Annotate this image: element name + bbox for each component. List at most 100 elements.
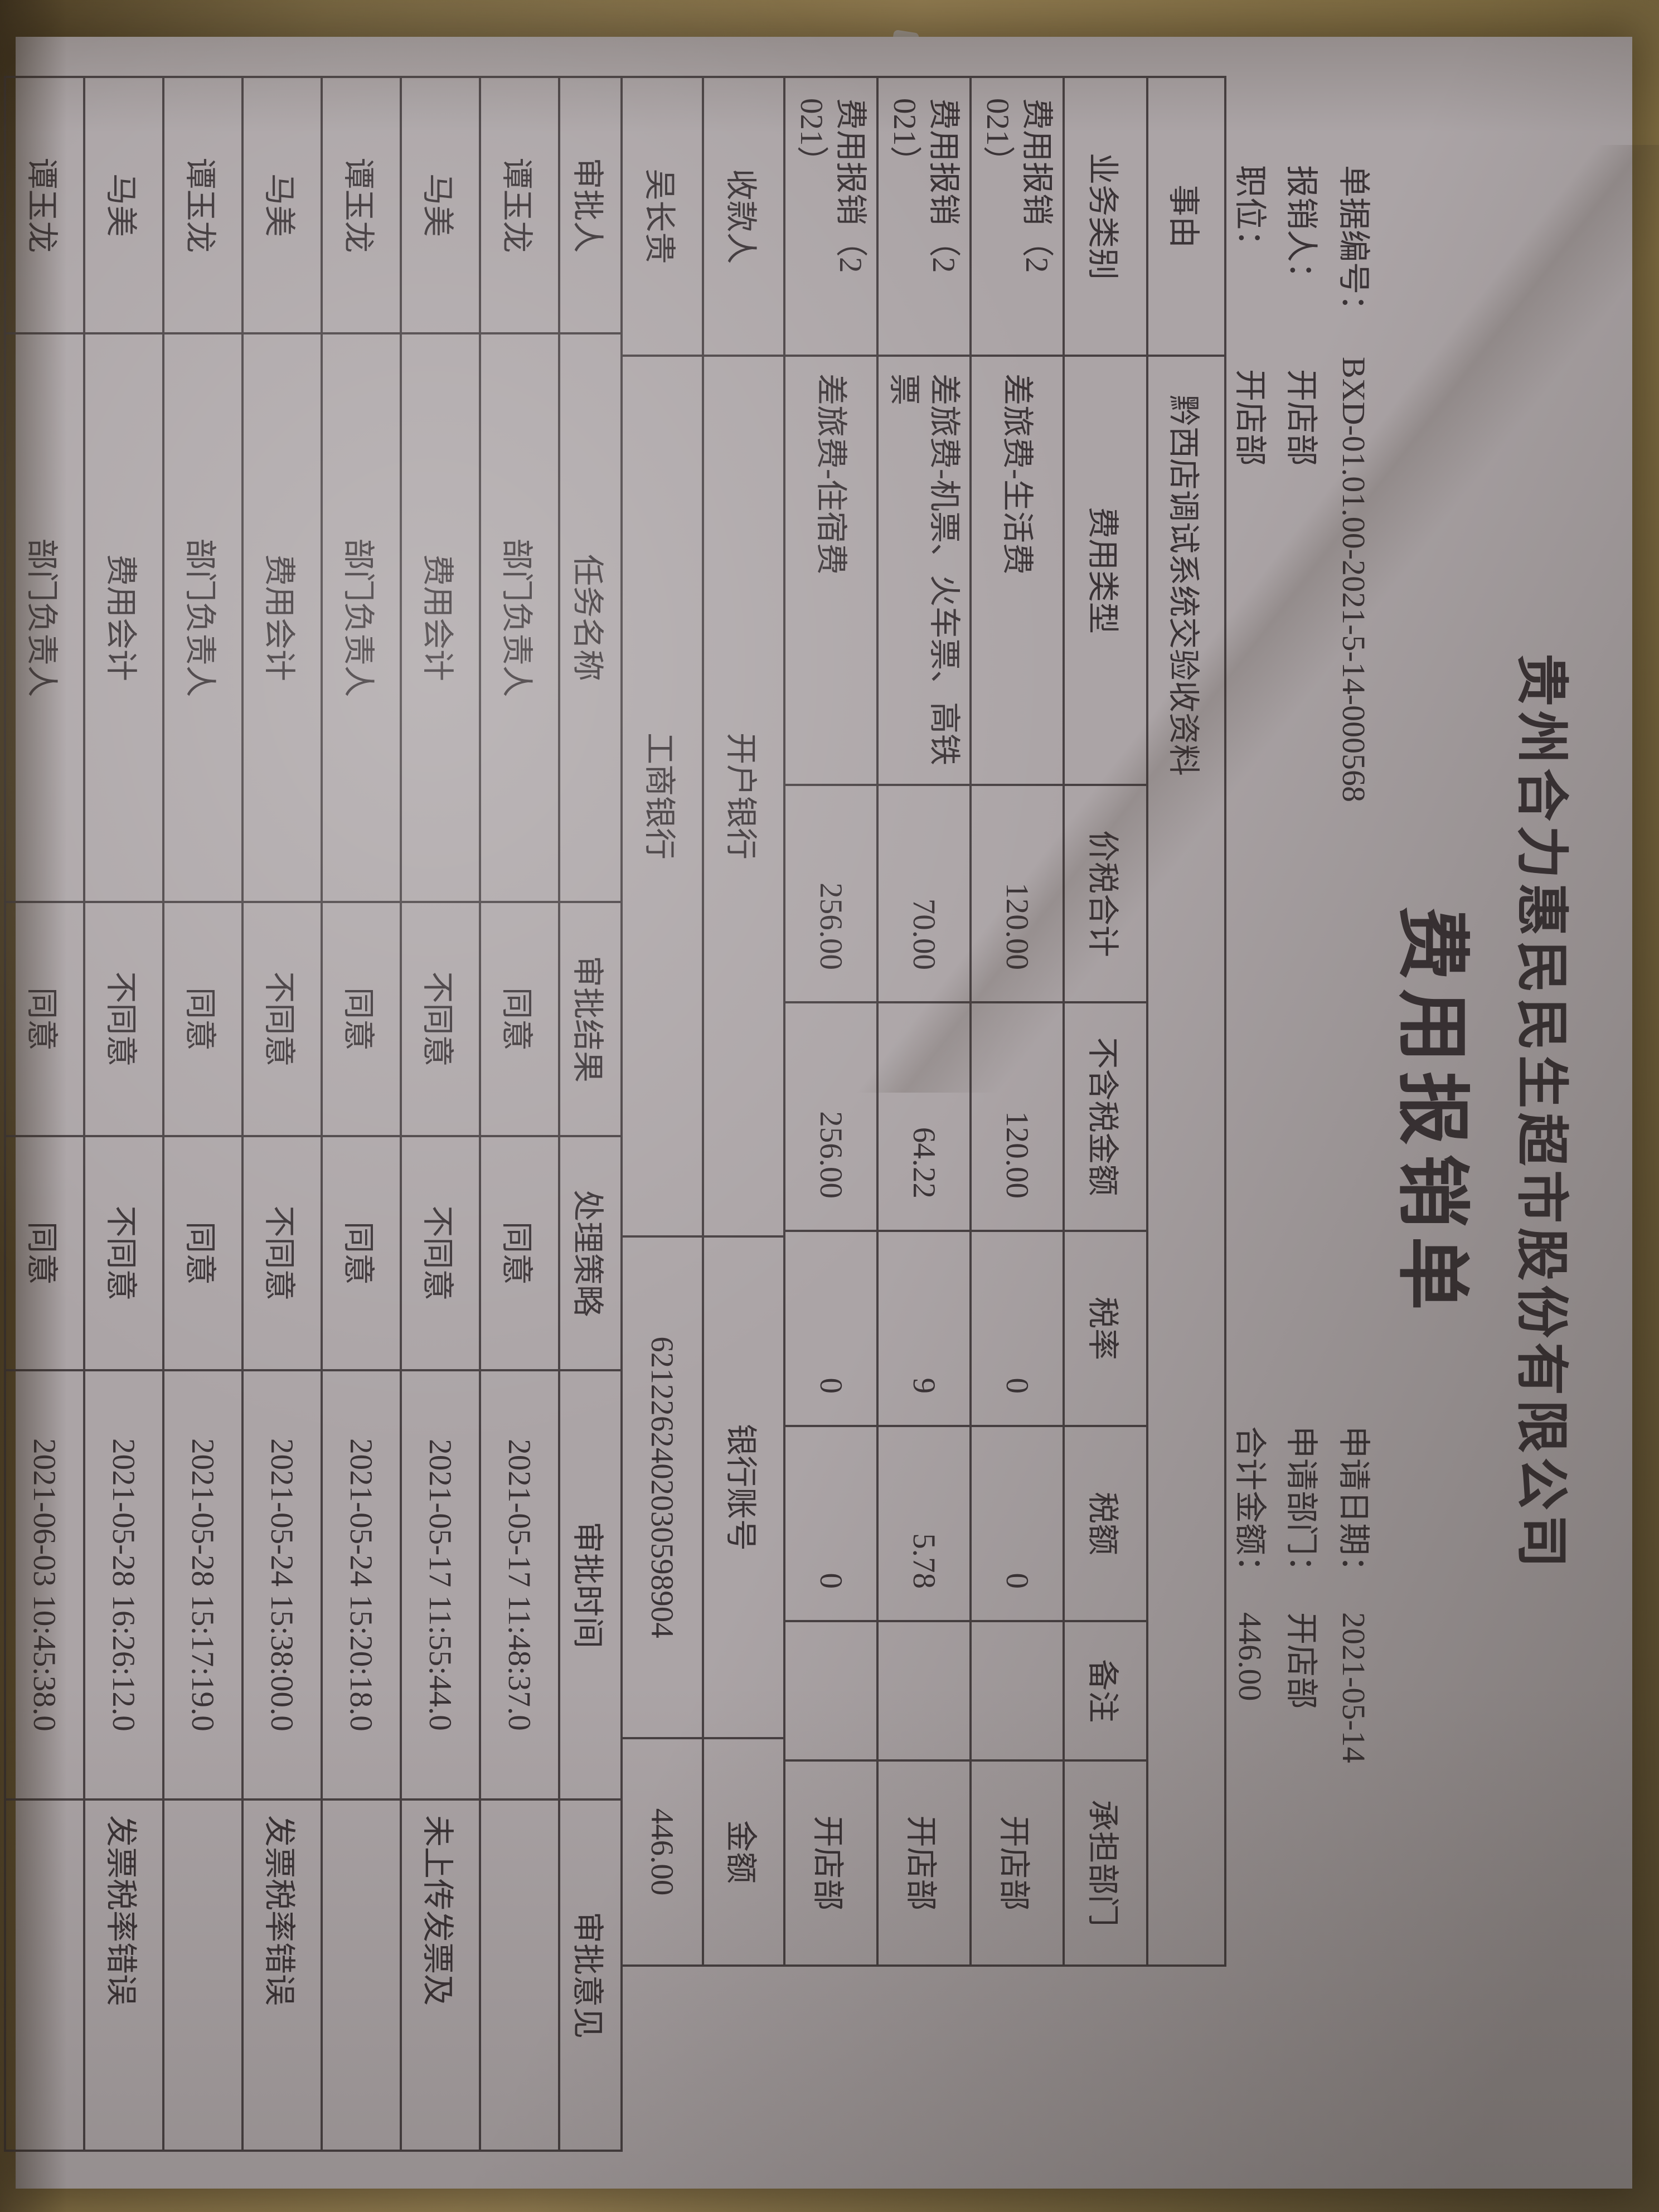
expense-cell: 256.00	[784, 785, 877, 1002]
doc-number-value: BXD-01.01.00-2021-5-14-000568	[1336, 357, 1372, 803]
payee-column-header: 银行账号	[702, 1236, 784, 1738]
approval-cell: 谭玉龙	[479, 77, 559, 333]
approval-row: 谭玉龙 部门负责人 同意 同意 2021-05-28 15:17:19.0	[163, 77, 242, 2151]
approval-cell: 发票税率错误	[242, 1799, 322, 2151]
expense-cell: 开店部	[970, 1760, 1064, 1966]
approval-cell: 不同意	[242, 1136, 322, 1370]
approval-cell: 不同意	[400, 1136, 480, 1370]
expense-row: 费用报销（2021） 差旅费-生活费 120.00 120.00 0 0 开店部	[970, 77, 1064, 1966]
company-title: 贵州合力惠民民生超市股份有限公司	[1512, 653, 1571, 1572]
apply-dept-value: 开店部	[1283, 1612, 1320, 1710]
payee-cell: 6212262402030598904	[621, 1236, 703, 1738]
header-line-1: 单据编号： BXD-01.01.00-2021-5-14-000568 申请日期：…	[1333, 165, 1380, 2088]
expense-cell: 费用报销（2021）	[970, 77, 1064, 356]
expense-table: 事由 黔西店调试系统交验收资料 业务类别 费用类型 价税合计 不含税金额 税率 税额 备注 承担部…	[783, 76, 1226, 2152]
expense-cell: 差旅费-生活费	[970, 356, 1064, 785]
expense-cell	[784, 1621, 877, 1760]
header-line-2: 报销人： 开店部 申请部门： 开店部	[1281, 165, 1328, 2088]
expense-cell: 120.00	[970, 1002, 1064, 1231]
approval-column-header: 审批时间	[559, 1370, 622, 1799]
expense-column-header: 不含税金额	[1064, 1002, 1147, 1231]
approval-cell: 2021-05-17 11:48:37.0	[479, 1370, 559, 1799]
expense-column-header: 税额	[1064, 1426, 1147, 1621]
apply-date-value: 2021-05-14	[1336, 1612, 1372, 1763]
expense-column-header: 备注	[1064, 1621, 1147, 1760]
approval-cell: 谭玉龙	[163, 77, 242, 333]
form-title: 费用报销单	[1391, 906, 1473, 1319]
expense-cell: 9	[877, 1231, 971, 1426]
applicant-label: 报销人：	[1283, 165, 1320, 295]
header-line-3: 职位： 开店部 合计金额： 446.00	[1230, 165, 1277, 2088]
applicant-value: 开店部	[1283, 369, 1320, 467]
payee-column-header: 收款人	[702, 77, 784, 356]
approval-cell: 2021-05-24 15:20:18.0	[321, 1370, 401, 1799]
approval-cell	[163, 1799, 242, 2151]
expense-cell: 费用报销（2021）	[784, 77, 877, 356]
approval-cell: 部门负责人	[321, 333, 401, 902]
approval-cell: 谭玉龙	[321, 77, 401, 333]
approval-cell: 未上传发票及	[400, 1799, 480, 2151]
expense-cell	[970, 1621, 1064, 1760]
approval-cell: 不同意	[242, 902, 322, 1136]
payee-table: 收款人 开户银行 银行账号 金额 吴长贵 工商银行 6212262402030598904 4…	[620, 76, 785, 2152]
approval-cell: 同意	[479, 1136, 559, 1370]
expense-column-header: 业务类别	[1064, 77, 1147, 356]
expense-cell: 0	[784, 1231, 877, 1426]
approval-cell: 2021-05-28 16:26:12.0	[84, 1370, 163, 1799]
payee-column-header: 金额	[702, 1738, 784, 1966]
payee-cell: 吴长贵	[621, 77, 703, 356]
expense-column-header: 税率	[1064, 1231, 1147, 1426]
expense-cell: 费用报销（2021）	[877, 77, 971, 356]
expense-cell: 64.22	[877, 1002, 971, 1231]
approval-cell: 同意	[163, 1136, 242, 1370]
payee-column-header: 开户银行	[702, 356, 784, 1236]
approval-cell: 马美	[84, 77, 163, 333]
expense-cell: 差旅费-住宿费	[784, 356, 877, 785]
approval-cell: 费用会计	[242, 333, 322, 902]
expense-cell: 256.00	[784, 1002, 877, 1231]
expense-cell: 开店部	[784, 1760, 877, 1966]
approval-cell	[479, 1799, 559, 2151]
approval-column-header: 任务名称	[559, 333, 622, 902]
expense-cell: 开店部	[877, 1760, 971, 1966]
approval-cell: 马美	[400, 77, 480, 333]
approval-row: 马美 费用会计 不同意 不同意 2021-05-28 16:26:12.0 发票税率错误	[84, 77, 163, 2151]
approval-cell: 马美	[242, 77, 322, 333]
expense-row: 费用报销（2021） 差旅费-机票、火车票、高铁票 70.00 64.22 9 5.78 开…	[877, 77, 971, 1966]
approval-cell: 不同意	[84, 902, 163, 1136]
expense-form-document: 贵州合力惠民民生超市股份有限公司 费用报销单 单据编号： BXD-01.01.00…	[4, 37, 1632, 2189]
approval-cell: 费用会计	[400, 333, 480, 902]
approval-cell: 不同意	[84, 1136, 163, 1370]
approval-cell: 同意	[321, 1136, 401, 1370]
expense-cell: 0	[784, 1426, 877, 1621]
approval-cell: 同意	[479, 902, 559, 1136]
expense-column-header: 价税合计	[1064, 785, 1147, 1002]
approval-cell: 2021-05-28 15:17:19.0	[163, 1370, 242, 1799]
payee-cell: 446.00	[621, 1738, 703, 1966]
expense-cell	[877, 1621, 971, 1760]
approval-cell: 费用会计	[84, 333, 163, 902]
approval-row: 谭玉龙 部门负责人 同意 同意 2021-05-24 15:20:18.0	[321, 77, 401, 2151]
approval-row: 马美 费用会计 不同意 不同意 2021-05-17 11:55:44.0 未上传发票及	[400, 77, 480, 2151]
approval-row: 马美 费用会计 不同意 不同意 2021-05-24 15:38:00.0 发票税率错误	[242, 77, 322, 2151]
approval-cell	[321, 1799, 401, 2151]
position-label: 职位：	[1232, 165, 1268, 263]
approval-cell: 不同意	[400, 902, 480, 1136]
expense-cell: 5.78	[877, 1426, 971, 1621]
expense-cell: 0	[970, 1426, 1064, 1621]
approval-table: 审批人 任务名称 审批结果 处理策略 审批时间 审批意见 谭玉龙 部门负责人 同意 同意 2021-…	[4, 76, 623, 2152]
approval-cell: 同意	[163, 902, 242, 1136]
expense-cell: 差旅费-机票、火车票、高铁票	[877, 356, 971, 785]
total-amount-label: 合计金额：	[1232, 1426, 1268, 1588]
approval-cell: 2021-05-24 15:38:00.0	[242, 1370, 322, 1799]
doc-number-label: 单据编号：	[1336, 165, 1372, 327]
approval-cell: 2021-05-17 11:55:44.0	[400, 1370, 480, 1799]
form-tables: 事由 黔西店调试系统交验收资料 业务类别 费用类型 价税合计 不含税金额 税率 税额 备注 承担部…	[4, 76, 1226, 2152]
expense-cell: 70.00	[877, 785, 971, 1002]
total-amount-value: 446.00	[1232, 1612, 1268, 1701]
payee-cell: 工商银行	[621, 356, 703, 1236]
subject-value-cell: 黔西店调试系统交验收资料	[1147, 356, 1225, 1966]
approval-column-header: 审批意见	[559, 1799, 622, 2151]
approval-column-header: 处理策略	[559, 1136, 622, 1370]
